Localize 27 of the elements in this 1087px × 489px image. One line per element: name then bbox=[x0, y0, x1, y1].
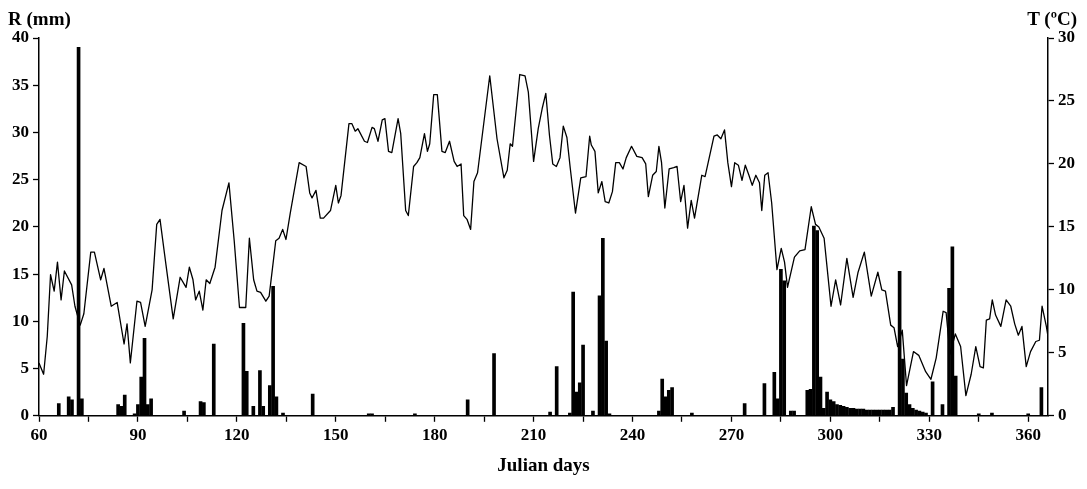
y-tick-label: 10 bbox=[12, 310, 29, 330]
x-tick-label: 360 bbox=[1015, 425, 1041, 445]
y-tick-label: 0 bbox=[20, 405, 29, 425]
x-tick-label: 120 bbox=[224, 425, 250, 445]
x-tick-label: 240 bbox=[619, 425, 646, 445]
x-tick-label: 330 bbox=[916, 425, 943, 445]
y2-tick-label: 5 bbox=[1058, 342, 1067, 362]
y2-axis-title: T (ºC) bbox=[1027, 8, 1077, 31]
x-tick-label: 90 bbox=[129, 425, 147, 445]
x-axis-title: Julian days bbox=[497, 453, 590, 475]
y-tick-label: 15 bbox=[12, 263, 29, 283]
y-tick-label: 20 bbox=[12, 216, 29, 236]
y2-tick-label: 10 bbox=[1058, 279, 1075, 299]
x-tick-label: 300 bbox=[817, 425, 844, 445]
y-tick-label: 25 bbox=[12, 169, 29, 189]
y-tick-label: 35 bbox=[12, 74, 29, 94]
y-tick-label: 30 bbox=[12, 121, 29, 141]
x-tick-label: 270 bbox=[718, 425, 745, 445]
x-tick-label: 180 bbox=[421, 425, 448, 445]
y2-tick-label: 20 bbox=[1058, 153, 1075, 173]
x-tick-label: 150 bbox=[323, 425, 349, 445]
y2-tick-label: 25 bbox=[1058, 90, 1075, 110]
y-tick-label: 5 bbox=[20, 357, 29, 377]
x-tick-label: 60 bbox=[30, 425, 48, 445]
y2-tick-label: 0 bbox=[1058, 405, 1067, 425]
y2-tick-label: 15 bbox=[1058, 216, 1075, 236]
x-tick-label: 210 bbox=[520, 425, 547, 445]
